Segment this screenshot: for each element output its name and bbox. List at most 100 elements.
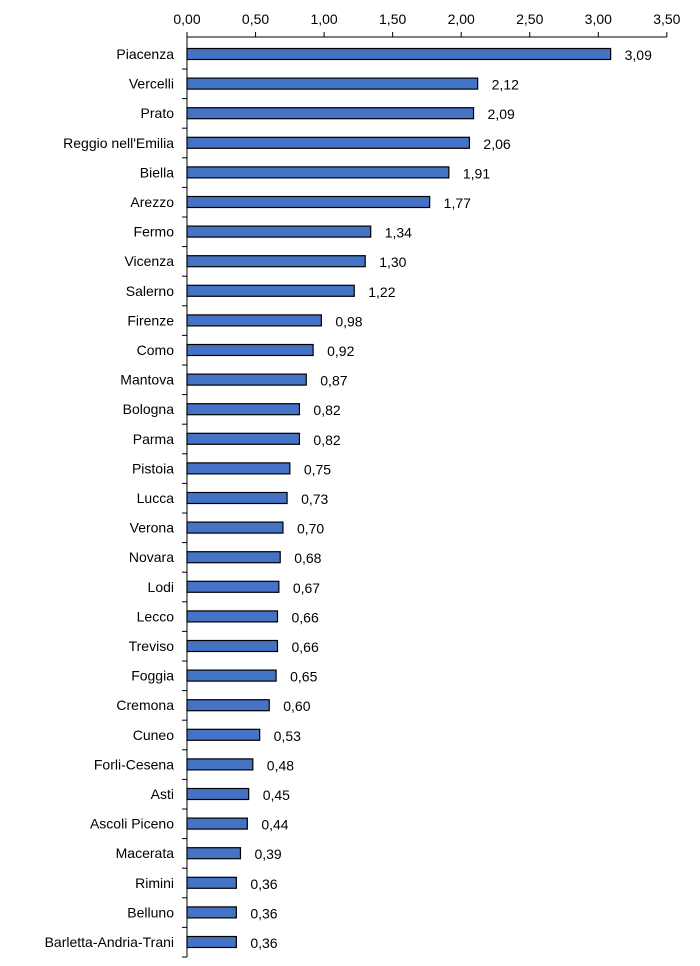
category-label: Novara [129, 549, 174, 565]
category-label: Mantova [120, 372, 174, 388]
category-label: Vicenza [124, 253, 174, 269]
bar [186, 255, 366, 268]
category-label: Belluno [127, 904, 174, 920]
category-label: Prato [141, 105, 175, 121]
bar [186, 166, 450, 179]
bar [186, 699, 270, 712]
bar [186, 787, 250, 801]
bar [186, 551, 281, 564]
x-tick-label: 1,00 [310, 11, 337, 27]
data-label: 1,34 [385, 225, 412, 241]
category-label: Bologna [123, 401, 175, 417]
category-label: Vercelli [129, 76, 174, 92]
data-label: 0,60 [283, 698, 310, 714]
data-label: 0,53 [274, 728, 301, 744]
category-label: Lucca [137, 490, 175, 506]
data-label: 0,36 [250, 935, 277, 951]
bar [186, 136, 471, 149]
category-label: Firenze [127, 312, 174, 328]
category-label: Asti [151, 786, 174, 802]
category-label: Fermo [134, 224, 175, 240]
x-tick-label: 2,00 [448, 11, 475, 27]
category-label: Foggia [131, 668, 174, 684]
data-label: 2,09 [488, 106, 515, 122]
bar [186, 432, 301, 445]
bar [186, 906, 237, 919]
category-label: Treviso [129, 638, 175, 654]
bar [186, 610, 279, 623]
bar [186, 403, 301, 416]
category-label: Ascoli Piceno [90, 816, 174, 832]
category-label: Cuneo [133, 727, 174, 743]
bar [186, 491, 288, 505]
bar [186, 728, 261, 741]
bar [186, 817, 248, 830]
category-label: Salerno [126, 283, 174, 299]
data-label: 0,66 [291, 639, 318, 655]
data-label: 0,73 [301, 491, 328, 507]
data-label: 0,36 [250, 876, 277, 892]
bar [186, 225, 372, 238]
category-label: Lecco [137, 608, 175, 624]
category-label: Piacenza [116, 46, 174, 62]
category-label: Cremona [116, 697, 174, 713]
category-label: Arezzo [130, 194, 174, 210]
bar [186, 639, 279, 653]
category-label: Forli-Cesena [94, 756, 174, 772]
bar [186, 521, 284, 534]
bar [186, 314, 322, 327]
category-label: Rimini [135, 875, 174, 891]
bar [186, 669, 277, 682]
bar [186, 195, 431, 209]
data-label: 0,82 [313, 432, 340, 448]
data-label: 0,66 [291, 609, 318, 625]
category-label: Barletta-Andria-Trani [45, 934, 174, 950]
data-label: 0,68 [294, 550, 321, 566]
bar [186, 462, 291, 475]
data-label: 2,06 [483, 136, 510, 152]
x-tick-label: 1,50 [379, 11, 406, 27]
category-label: Parma [133, 431, 174, 447]
data-label: 3,09 [625, 47, 652, 63]
x-tick-label: 0,00 [173, 11, 200, 27]
bar [186, 107, 475, 120]
data-label: 1,91 [463, 165, 490, 181]
bar [186, 935, 237, 949]
data-label: 0,70 [297, 521, 324, 537]
category-label: Pistoia [132, 460, 174, 476]
x-tick-label: 3,50 [653, 11, 680, 27]
data-label: 1,77 [444, 195, 471, 211]
bar [186, 758, 254, 771]
data-label: 0,82 [313, 402, 340, 418]
x-tick-label: 2,50 [516, 11, 543, 27]
bar [186, 343, 314, 357]
data-label: 1,30 [379, 254, 406, 270]
bar [186, 580, 280, 593]
data-label: 0,75 [304, 461, 331, 477]
data-label: 1,22 [368, 284, 395, 300]
bar [186, 847, 242, 860]
category-label: Reggio nell'Emilia [63, 135, 174, 151]
data-label: 0,44 [261, 817, 288, 833]
bar [186, 373, 307, 386]
bar [186, 876, 237, 889]
bar [186, 47, 612, 61]
category-label: Biella [140, 164, 174, 180]
category-label: Verona [130, 520, 175, 536]
bar [186, 284, 355, 297]
category-label: Como [137, 342, 175, 358]
x-tick-label: 0,50 [242, 11, 269, 27]
data-label: 0,36 [250, 905, 277, 921]
data-label: 0,65 [290, 669, 317, 685]
x-tick-label: 3,00 [585, 11, 612, 27]
category-label: Macerata [116, 845, 175, 861]
data-label: 0,45 [263, 787, 290, 803]
data-label: 0,92 [327, 343, 354, 359]
data-label: 0,67 [293, 580, 320, 596]
data-label: 0,87 [320, 373, 347, 389]
bar [186, 77, 479, 90]
category-label: Lodi [148, 579, 174, 595]
data-label: 0,98 [335, 313, 362, 329]
data-label: 2,12 [492, 77, 519, 93]
